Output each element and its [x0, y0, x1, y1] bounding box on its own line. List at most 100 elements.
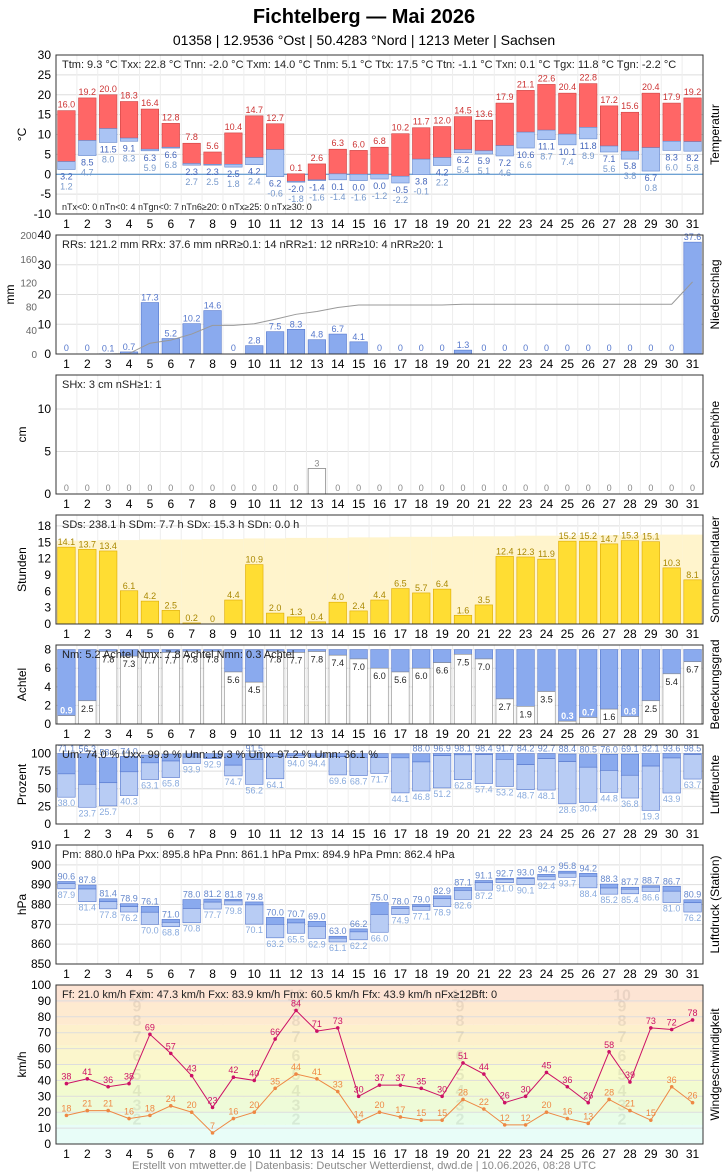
pressure-lower-bar [349, 931, 368, 941]
temp-xtick-label: 14 [331, 217, 345, 231]
rain-bar [683, 241, 702, 355]
pressure-mean-label: 78.0 [392, 896, 410, 906]
pressure-ytick-label: 870 [31, 917, 51, 931]
temp-side-label: Temperatur [708, 104, 722, 165]
temp-max-label: 20.4 [642, 82, 660, 92]
pressure-lower-bar [286, 922, 306, 934]
humidity-lower-bar [453, 754, 473, 781]
sun-side-label: Sonnenscheindauer [708, 516, 722, 623]
cloud-value-label: 7.5 [457, 657, 470, 667]
pressure-xtick-label: 8 [209, 967, 216, 981]
wind-gust-point [231, 1075, 236, 1080]
humidity-lower-bar [537, 758, 556, 791]
sun-bar [495, 556, 514, 625]
wind-gust-point [586, 1100, 591, 1105]
snow-ytick-label: 10 [38, 402, 52, 416]
pressure-mean-label: 80.9 [684, 890, 702, 900]
humidity-xtick-label: 10 [248, 827, 262, 841]
wind-mean-value-label: 18 [145, 1103, 155, 1113]
rain-value-label: 6.7 [332, 324, 345, 334]
humidity-min-label: 63.1 [141, 780, 159, 790]
wind-mean-point [649, 1118, 653, 1122]
pressure-ytick-label: 910 [31, 838, 51, 852]
sun-bar [78, 549, 97, 625]
snow-xtick-label: 19 [435, 497, 449, 511]
temp-mean-label: 11.5 [100, 144, 117, 154]
rain-value-label: 0.7 [123, 342, 136, 352]
rain-value-label: 5.2 [165, 329, 178, 339]
wind-gust-value-label: 66 [270, 1027, 280, 1037]
snow-xtick-label: 27 [602, 497, 616, 511]
pressure-lower-bar [641, 886, 660, 892]
cloud-value-label: 2.5 [645, 704, 658, 714]
snow-value-label: 0 [335, 483, 340, 493]
temp-min-label: 6.8 [165, 160, 178, 170]
humidity-xtick-label: 29 [644, 827, 658, 841]
wind-xtick-label: 24 [540, 1147, 554, 1161]
wind-xtick-label: 18 [415, 1147, 429, 1161]
humidity-ytick-label: 0 [44, 817, 51, 831]
wind-mean-value-label: 44 [291, 1062, 301, 1072]
wind-gust-point [64, 1081, 69, 1086]
humidity-min-label: 28.6 [559, 805, 577, 815]
rain-bar [328, 333, 347, 355]
humidity-mean-label: 93.6 [663, 744, 681, 754]
wind-xtick-label: 20 [456, 1147, 470, 1161]
snow-value-label: 0 [147, 483, 152, 493]
pressure-min-label: 74.9 [392, 916, 410, 926]
wind-mean-point [252, 1110, 257, 1114]
wind-xtick-label: 11 [269, 1147, 282, 1161]
wind-mean-point [690, 1100, 695, 1105]
wind-gust-value-label: 23 [208, 1095, 218, 1105]
pressure-min-label: 76.2 [120, 913, 138, 923]
pressure-upper-bar [433, 895, 452, 900]
temp-max-label: 18.3 [120, 91, 138, 101]
humidity-lower-bar [579, 766, 598, 803]
wind-mean-value-label: 16 [228, 1107, 238, 1117]
pressure-min-label: 86.6 [642, 892, 660, 902]
pressure-min-label: 90.1 [517, 885, 535, 895]
pressure-xtick-label: 30 [665, 967, 679, 981]
wind-mean-value-label: 28 [458, 1087, 468, 1097]
pressure-xtick-label: 15 [352, 967, 366, 981]
humidity-min-label: 30.4 [579, 804, 597, 814]
wind-mean-point [356, 1119, 361, 1124]
temp-max-bar [182, 142, 201, 166]
pressure-mean-label: 94.2 [538, 864, 556, 874]
sun-xtick-label: 15 [352, 627, 366, 641]
cloud-clear-bar [433, 649, 452, 663]
cloud-value-label: 0.3 [561, 711, 574, 721]
snow-xtick-label: 4 [126, 497, 133, 511]
temp-min-bar [495, 145, 514, 157]
humidity-min-label: 46.8 [412, 792, 430, 802]
pressure-xtick-label: 7 [188, 967, 195, 981]
temp-mean-label: 10.6 [517, 150, 535, 160]
wind-gust-value-label: 26 [583, 1091, 593, 1101]
cloud-value-label: 5.6 [394, 675, 407, 685]
wind-beaufort-label: 3 [618, 1097, 627, 1114]
sun-ytick-label: 9 [44, 568, 51, 582]
rain-xtick-label: 3 [105, 357, 112, 371]
wind-beaufort-label: 9 [133, 999, 142, 1016]
cloud-xtick-label: 24 [540, 727, 554, 741]
wind-mean-point [189, 1110, 194, 1114]
sun-xtick-label: 16 [373, 627, 387, 641]
wind-gust-point [252, 1078, 257, 1083]
temp-max-bar [579, 83, 598, 128]
sun-xtick-label: 20 [456, 627, 470, 641]
temp-min-label: 6.0 [665, 162, 678, 172]
pressure-lower-bar [474, 882, 493, 891]
rain-xtick-label: 10 [248, 357, 262, 371]
wind-gust-value-label: 58 [604, 1040, 614, 1050]
sun-potential-bar [181, 539, 203, 624]
temp-xtick-label: 29 [644, 217, 658, 231]
temp-ytick-label: 5 [44, 147, 51, 161]
temp-mean-label: 6.3 [144, 153, 157, 163]
humidity-xtick-label: 16 [373, 827, 387, 841]
wind-beaufort-label: 10 [128, 988, 146, 1005]
rain-bar [307, 339, 326, 355]
pressure-min-label: 78.9 [433, 908, 451, 918]
rain-xtick-label: 30 [665, 357, 679, 371]
sun-value-label: 5.7 [415, 583, 428, 593]
